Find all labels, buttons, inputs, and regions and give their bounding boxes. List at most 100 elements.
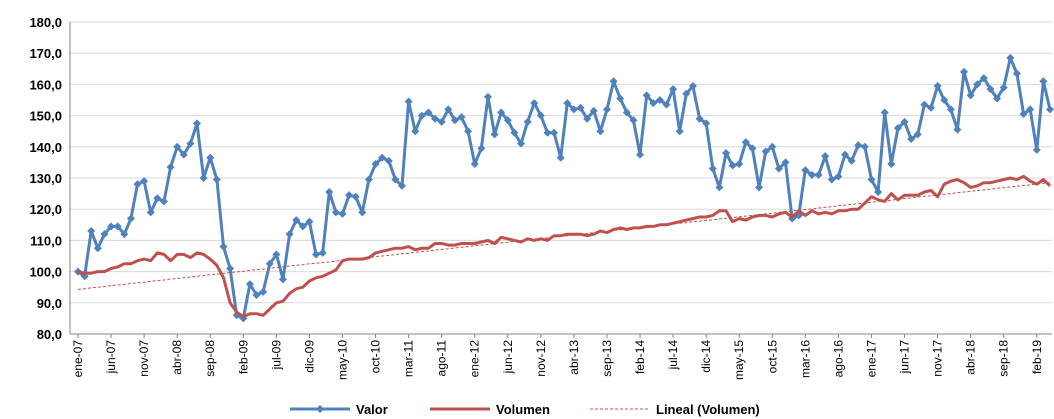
y-tick-label: 180,0 [29,15,62,30]
data-marker [801,166,810,175]
data-marker [186,139,195,148]
x-tick-label: mar-16 [798,340,812,378]
x-tick-label: jul-14 [666,340,680,371]
data-marker [206,153,215,162]
x-tick-label: ago-16 [831,340,845,378]
data-marker [563,99,572,108]
data-marker [682,89,691,98]
data-marker [583,114,592,123]
y-tick-label: 160,0 [29,77,62,92]
data-marker [847,156,856,165]
data-marker [159,197,168,206]
x-tick-label: nov-17 [931,340,945,377]
data-marker [312,250,321,259]
x-tick-label: ene-17 [864,340,878,378]
legend-label: Lineal (Volumen) [656,402,760,417]
data-marker [371,159,380,168]
x-tick-label: may-10 [335,340,349,380]
data-marker [107,222,116,231]
series-line [77,56,1052,320]
data-marker [345,191,354,200]
data-marker [325,188,334,197]
data-marker [113,222,122,231]
data-marker [517,139,526,148]
data-marker [761,147,770,156]
data-marker [1032,145,1041,154]
data-marker [589,106,598,115]
data-marker [814,170,823,179]
data-marker [358,208,367,217]
data-marker [212,175,221,184]
x-tick-label: ene-12 [468,340,482,378]
data-marker [272,250,281,259]
data-marker [146,208,155,217]
data-marker [219,242,228,251]
data-marker [259,287,268,296]
x-tick-label: feb-14 [633,340,647,374]
data-marker [708,164,717,173]
data-marker [860,142,869,151]
data-marker [741,138,750,147]
data-marker [722,149,730,158]
data-marker [265,259,274,268]
data-marker [444,105,453,114]
data-marker [596,127,605,136]
data-marker [655,96,664,104]
x-tick-label: mar-11 [402,340,416,377]
data-marker [715,183,724,192]
data-marker [993,94,1002,103]
data-marker [569,105,578,114]
y-tick-label: 130,0 [29,171,62,186]
data-marker [622,108,631,117]
data-marker [503,116,512,125]
data-marker [933,81,942,90]
data-marker [298,222,307,231]
legend-marker [316,405,324,413]
data-marker [867,175,876,184]
data-marker [318,248,327,257]
data-marker [1039,77,1048,86]
data-marker [781,158,790,167]
data-marker [483,92,492,101]
y-tick-label: 100,0 [29,265,62,280]
data-marker [642,91,651,100]
data-marker [874,188,883,197]
y-tick-label: 80,0 [37,327,62,342]
data-marker [946,105,955,114]
data-marker [669,85,678,94]
data-marker [556,153,565,162]
data-marker [245,280,254,289]
data-marker [331,208,340,217]
data-marker [695,114,704,123]
data-marker [834,172,843,181]
y-tick-label: 170,0 [29,46,62,61]
data-marker [887,159,896,168]
data-marker [920,100,929,109]
data-marker [305,217,314,226]
data-marker [464,127,473,136]
x-tick-label: jun-17 [898,340,912,375]
data-marker [411,127,420,136]
data-marker [735,159,744,168]
data-marker [384,156,393,165]
data-marker [523,117,532,126]
data-marker [100,230,109,239]
data-marker [133,180,142,189]
y-tick-label: 120,0 [29,202,62,217]
data-marker [979,74,988,83]
data-marker [986,85,995,94]
legend-label: Valor [356,402,388,417]
data-marker [768,142,777,151]
x-tick-label: abr-13 [567,340,581,375]
data-marker [1012,69,1021,78]
data-marker [609,77,618,86]
data-marker [126,214,135,223]
data-marker [477,144,486,153]
data-marker [398,181,406,190]
data-marker [450,116,459,125]
data-marker [530,99,539,108]
data-marker [424,108,433,117]
data-marker [93,244,102,253]
data-marker [166,163,175,172]
data-marker [173,142,182,151]
